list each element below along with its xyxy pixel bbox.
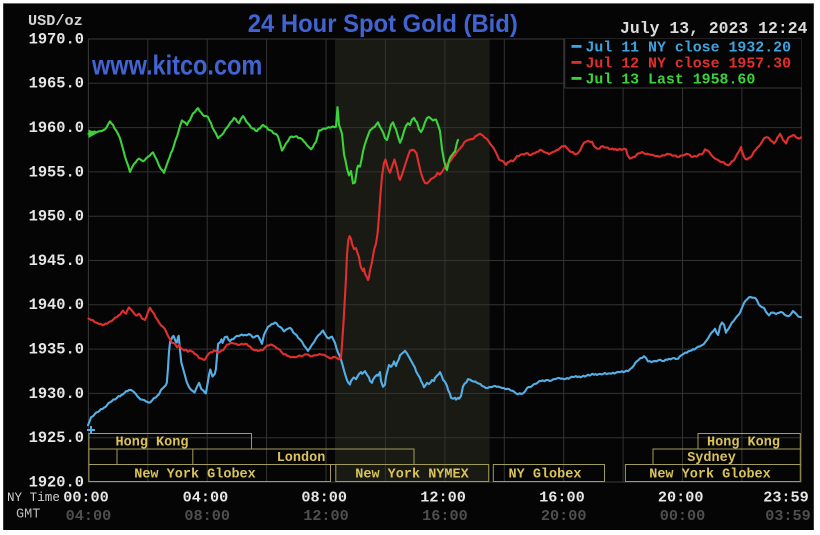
- svg-text:1920.0: 1920.0: [29, 473, 84, 491]
- svg-text:London: London: [277, 451, 326, 466]
- svg-text:GMT: GMT: [16, 508, 40, 523]
- svg-text:23:59: 23:59: [763, 489, 809, 507]
- svg-text:Jul 13 Last 1958.60: Jul 13 Last 1958.60: [586, 73, 756, 89]
- svg-text:1965.0: 1965.0: [29, 75, 84, 93]
- svg-text:USD/oz: USD/oz: [28, 12, 83, 30]
- svg-text:New York Globex: New York Globex: [649, 468, 771, 483]
- svg-text:16:00: 16:00: [422, 507, 468, 525]
- svg-text:Sydney: Sydney: [687, 451, 736, 466]
- svg-text:1955.0: 1955.0: [29, 163, 84, 181]
- svg-text:12:00: 12:00: [420, 489, 466, 507]
- svg-text:1940.0: 1940.0: [29, 296, 84, 314]
- svg-text:04:00: 04:00: [183, 489, 229, 507]
- svg-text:12:00: 12:00: [303, 507, 349, 525]
- svg-text:00:00: 00:00: [660, 507, 706, 525]
- svg-text:16:00: 16:00: [539, 489, 585, 507]
- svg-text:1935.0: 1935.0: [29, 341, 84, 359]
- svg-text:20:00: 20:00: [541, 507, 587, 525]
- svg-text:1925.0: 1925.0: [29, 429, 84, 447]
- svg-text:Hong Kong: Hong Kong: [116, 436, 189, 451]
- svg-text:Hong Kong: Hong Kong: [707, 436, 780, 451]
- svg-text:www.kitco.com: www.kitco.com: [91, 49, 262, 80]
- svg-text:1960.0: 1960.0: [29, 119, 84, 137]
- svg-text:08:00: 08:00: [301, 489, 347, 507]
- svg-text:NY Time: NY Time: [7, 491, 60, 505]
- svg-text:1945.0: 1945.0: [29, 252, 84, 270]
- svg-text:NY Globex: NY Globex: [509, 468, 582, 483]
- svg-text:Jul 11 NY close 1932.20: Jul 11 NY close 1932.20: [586, 41, 792, 57]
- svg-text:July 13, 2023 12:24: July 13, 2023 12:24: [620, 20, 808, 39]
- svg-text:24 Hour Spot Gold (Bid): 24 Hour Spot Gold (Bid): [248, 10, 518, 38]
- svg-text:20:00: 20:00: [658, 489, 704, 507]
- svg-text:New York NYMEX: New York NYMEX: [355, 468, 469, 483]
- svg-text:04:00: 04:00: [66, 507, 112, 525]
- svg-text:08:00: 08:00: [184, 507, 230, 525]
- svg-text:1950.0: 1950.0: [29, 208, 84, 226]
- svg-text:00:00: 00:00: [63, 489, 109, 507]
- svg-text:03:59: 03:59: [765, 507, 811, 525]
- svg-text:Jul 12 NY close 1957.30: Jul 12 NY close 1957.30: [586, 57, 792, 73]
- svg-text:1930.0: 1930.0: [29, 385, 84, 403]
- svg-text:1970.0: 1970.0: [29, 30, 84, 48]
- svg-text:New York Globex: New York Globex: [134, 468, 256, 483]
